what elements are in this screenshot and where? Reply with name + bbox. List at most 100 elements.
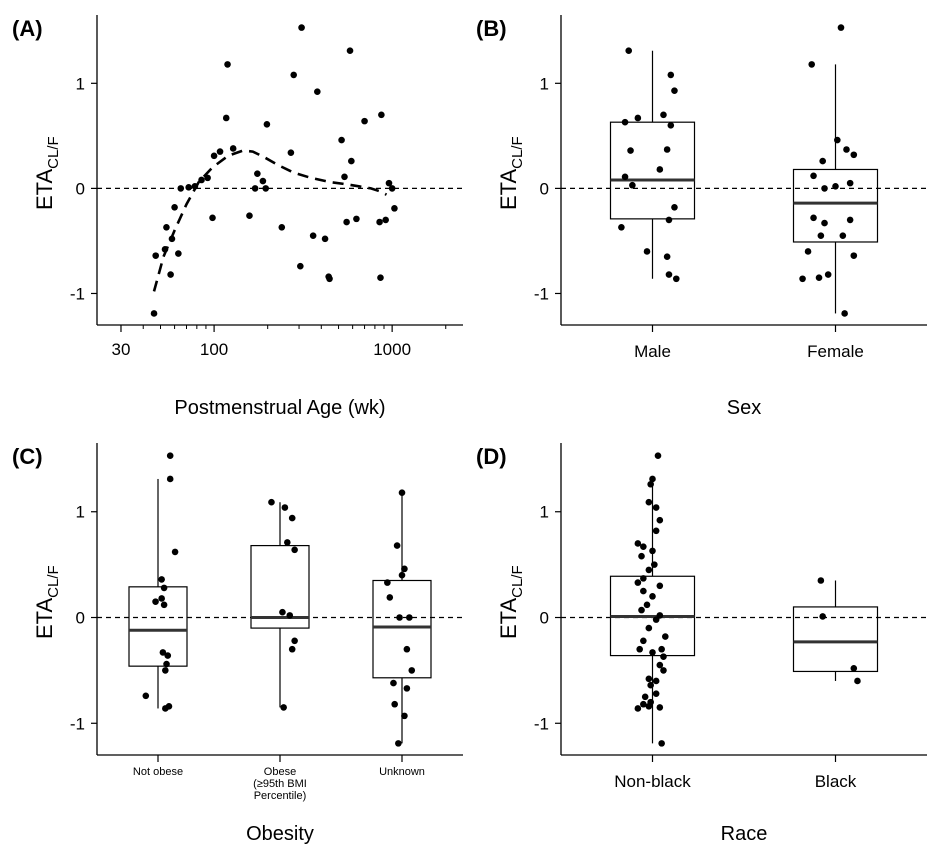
- data-point: [152, 252, 160, 259]
- data-point: [634, 540, 642, 547]
- data-point: [287, 149, 295, 156]
- data-point: [821, 185, 828, 192]
- data-point: [640, 543, 647, 550]
- data-point: [246, 212, 253, 220]
- data-point: [403, 645, 411, 653]
- data-point: [663, 146, 671, 153]
- data-point: [150, 310, 158, 317]
- data-point: [288, 645, 296, 653]
- data-point: [171, 548, 179, 556]
- data-point: [280, 704, 287, 711]
- data-point: [290, 71, 298, 79]
- data-point: [643, 601, 651, 609]
- data-point: [378, 111, 385, 119]
- data-point: [672, 275, 680, 283]
- data-point: [645, 624, 653, 632]
- data-point: [808, 61, 816, 68]
- data-point: [652, 677, 660, 685]
- data-point: [385, 179, 393, 187]
- data-point: [649, 547, 656, 555]
- y-tick-label: -1: [70, 714, 85, 733]
- data-point: [222, 114, 230, 122]
- data-point: [640, 637, 647, 645]
- data-point: [638, 606, 645, 614]
- data-point: [406, 614, 413, 621]
- data-point: [314, 88, 321, 96]
- box: [128, 586, 188, 667]
- data-point: [376, 218, 383, 226]
- panel-c: (C) -1 0 1 ETACL/F Obesity Not obese Obese(≥95t…: [12, 443, 463, 845]
- data-point: [408, 667, 416, 674]
- y-axis-title-subscript: CL/F: [509, 565, 526, 598]
- panel-d: (D) -1 0 1 ETACL/F Race Non-black Black: [476, 443, 927, 845]
- x-axis-title: Race: [721, 823, 768, 845]
- data-point: [164, 652, 172, 659]
- data-point: [819, 613, 826, 620]
- data-point: [799, 275, 806, 283]
- y-tick-label: 0: [540, 179, 549, 198]
- data-point: [625, 47, 633, 55]
- data-point: [209, 214, 216, 222]
- data-point: [652, 690, 660, 697]
- data-point: [652, 504, 660, 511]
- data-point: [259, 177, 267, 185]
- y-tick-label: 1: [540, 503, 549, 522]
- y-axis-title-main: ETA: [32, 169, 57, 210]
- data-point: [671, 87, 678, 94]
- data-point: [396, 614, 403, 621]
- y-axis-title-main: ETA: [496, 598, 521, 639]
- data-point: [647, 681, 654, 689]
- data-point: [656, 582, 664, 590]
- data-point: [158, 576, 165, 583]
- data-point: [627, 147, 634, 154]
- data-point: [278, 223, 286, 231]
- data-point: [384, 579, 391, 586]
- y-axis-title: ETACL/F: [496, 565, 526, 639]
- data-point: [348, 157, 355, 165]
- data-point: [262, 185, 270, 192]
- data-point: [817, 577, 825, 584]
- x-category-label: Non-black: [614, 772, 691, 791]
- data-point: [390, 679, 397, 687]
- data-point: [652, 527, 660, 535]
- data-point: [660, 667, 667, 674]
- data-point: [216, 148, 224, 155]
- x-category-label: Female: [807, 342, 864, 361]
- data-point: [224, 61, 231, 68]
- data-point: [652, 616, 660, 623]
- data-point: [804, 248, 812, 255]
- data-point: [163, 660, 170, 668]
- data-point: [391, 205, 398, 212]
- data-point: [634, 705, 642, 712]
- data-point: [393, 542, 401, 549]
- y-axis-title-main: ETA: [496, 169, 521, 210]
- y-tick-label: -1: [534, 714, 549, 733]
- x-category-label: Black: [815, 772, 857, 791]
- data-point: [641, 693, 649, 701]
- data-point: [846, 216, 854, 224]
- y-tick-label: 1: [540, 74, 549, 93]
- data-point: [326, 275, 333, 283]
- data-point: [204, 174, 211, 182]
- data-point: [152, 598, 159, 605]
- data-point: [654, 452, 662, 459]
- data-point: [667, 71, 675, 79]
- data-point: [636, 645, 643, 653]
- data-point: [819, 157, 826, 165]
- data-point: [643, 248, 651, 255]
- data-point: [658, 740, 665, 747]
- data-point: [645, 566, 653, 574]
- data-point: [401, 565, 408, 573]
- data-point: [398, 571, 406, 579]
- data-point: [638, 552, 645, 560]
- data-point: [159, 649, 167, 656]
- data-point: [341, 173, 348, 181]
- y-axis-title: ETACL/F: [32, 136, 62, 210]
- data-point: [401, 712, 408, 720]
- data-point: [665, 271, 673, 278]
- data-point: [832, 182, 839, 190]
- data-point: [160, 584, 168, 592]
- y-axis-title-subscript: CL/F: [45, 136, 62, 169]
- data-point: [353, 215, 360, 223]
- x-tick-label: 30: [112, 340, 131, 359]
